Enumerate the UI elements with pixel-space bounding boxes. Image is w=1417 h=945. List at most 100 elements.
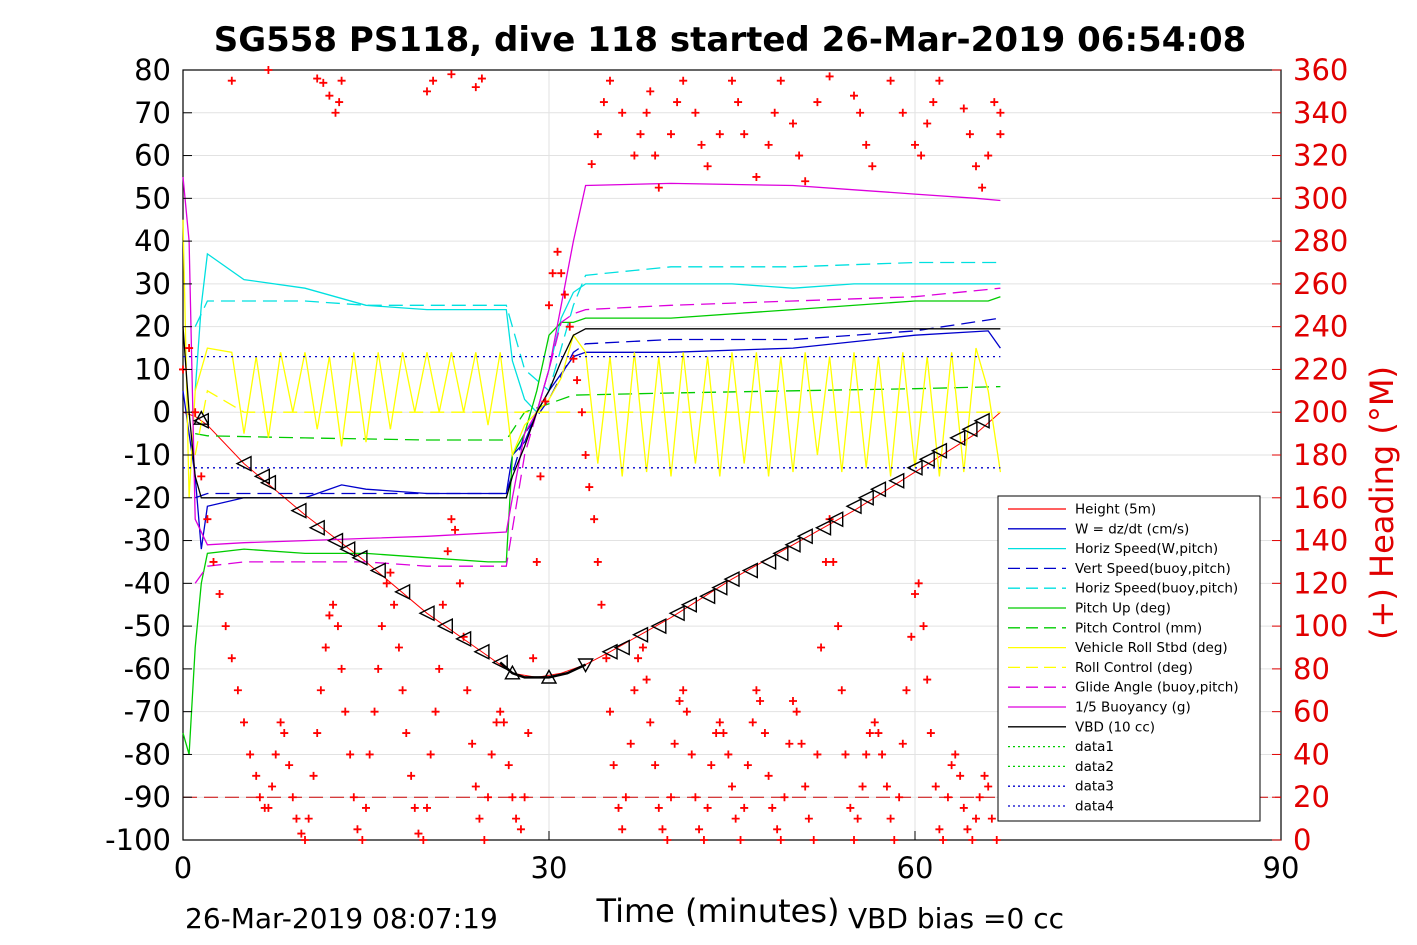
heading-marker-184 [951, 750, 960, 759]
heading-marker-146 [797, 739, 806, 748]
triangle-ascent-0 [601, 643, 618, 660]
heading-marker-135 [752, 686, 761, 695]
heading-marker-211 [606, 76, 614, 85]
heading-marker-239 [856, 108, 865, 117]
heading-marker-180 [935, 825, 944, 834]
y-tick-label-11: -30 [124, 524, 171, 558]
heading-marker-101 [614, 803, 623, 812]
heading-marker-226 [728, 76, 736, 85]
heading-marker-105 [630, 686, 639, 695]
heading-marker-68 [480, 836, 489, 844]
heading-marker-124 [707, 761, 716, 770]
heading-marker-250 [965, 130, 974, 139]
heading-marker-21 [288, 793, 297, 802]
heading-marker-245 [917, 151, 926, 160]
heading-marker-186 [959, 803, 968, 812]
heading-marker-80 [529, 654, 538, 663]
heading-marker-182 [943, 793, 952, 802]
heading-marker-78 [520, 793, 529, 802]
heading-marker-10 [240, 718, 248, 727]
heading-marker-12 [252, 771, 261, 780]
triangle-ascent-2 [631, 626, 649, 643]
heading-marker-123 [703, 803, 712, 812]
heading-marker-191 [980, 771, 989, 780]
x-tick-label-3: 90 [1263, 851, 1300, 885]
heading-marker-61 [451, 525, 460, 534]
heading-marker-166 [878, 750, 887, 759]
heading-marker-152 [821, 557, 830, 566]
triangle-ascent-18 [869, 481, 887, 498]
heading-marker-155 [834, 622, 843, 631]
triangle-descent-9 [369, 562, 386, 579]
heading-marker-31 [329, 600, 338, 609]
heading-marker-210 [599, 98, 608, 107]
triangle-ascent-4 [668, 605, 685, 622]
heading-marker-194 [992, 836, 1001, 844]
x-tick-label-2: 60 [897, 851, 934, 885]
heading-marker-129 [728, 782, 736, 791]
heading-marker-122 [699, 836, 708, 844]
heading-marker-83 [541, 397, 550, 406]
heading-marker-213 [630, 151, 639, 160]
heading-marker-102 [618, 825, 627, 834]
heading-marker-11 [246, 750, 255, 759]
heading-marker-139 [768, 803, 777, 812]
heading-marker-233 [789, 119, 797, 128]
heading-marker-18 [276, 718, 285, 727]
heading-marker-50 [407, 771, 416, 780]
heading-marker-232 [776, 76, 785, 85]
heading-marker-5 [209, 557, 218, 566]
y-tick-label-0: 80 [134, 53, 171, 87]
heading-marker-145 [792, 707, 801, 716]
heading-marker-218 [654, 183, 663, 192]
y-tick-label-16: -80 [124, 737, 171, 771]
legend-label-4: Horiz Speed(buoy,pitch) [1075, 581, 1238, 597]
heading-marker-70 [487, 750, 496, 759]
triangle-ascent-23 [949, 429, 966, 447]
heading-marker-120 [691, 793, 700, 802]
y-tick-label-4: 40 [134, 224, 171, 258]
heading-marker-136 [756, 696, 765, 705]
heading-marker-94 [585, 483, 594, 492]
heading-marker-207 [477, 74, 486, 83]
heading-marker-252 [978, 183, 987, 192]
y2-tick-label-18: 0 [1293, 823, 1311, 857]
heading-marker-53 [419, 836, 428, 844]
series-line-11 [182, 326, 1001, 499]
y2-tick-label-2: 320 [1293, 139, 1348, 173]
heading-marker-100 [609, 761, 618, 770]
y2-tick-label-3: 300 [1293, 181, 1348, 215]
heading-marker-174 [911, 590, 919, 599]
heading-marker-46 [390, 600, 399, 609]
legend-label-2: Horiz Speed(W,pitch) [1075, 541, 1218, 557]
heading-marker-33 [337, 664, 346, 673]
triangle-descent-14 [473, 643, 490, 660]
heading-marker-141 [776, 836, 785, 844]
triangle-ascent-7 [711, 579, 728, 596]
triangle-descent-5 [308, 519, 325, 536]
heading-marker-224 [703, 162, 712, 171]
heading-marker-144 [789, 696, 797, 705]
triangle-ascent-17 [857, 489, 874, 506]
heading-marker-157 [841, 750, 850, 759]
heading-marker-237 [825, 72, 834, 81]
heading-marker-97 [597, 600, 606, 609]
heading-marker-204 [429, 76, 438, 85]
triangle-ascent-12 [784, 536, 801, 553]
heading-marker-234 [795, 151, 804, 160]
heading-marker-119 [687, 750, 696, 759]
heading-marker-110 [651, 761, 660, 770]
heading-marker-193 [987, 814, 996, 823]
legend-label-8: Roll Control (deg) [1075, 660, 1193, 676]
heading-marker-190 [975, 793, 984, 802]
legend: Height (5m) W = dz/dt (cm/s) Horiz Speed(W… [997, 495, 1261, 822]
heading-marker-216 [646, 87, 655, 96]
heading-marker-91 [573, 376, 582, 385]
y2-tick-label-8: 200 [1293, 395, 1348, 429]
y-tick-label-10: -20 [124, 481, 171, 515]
heading-marker-148 [804, 814, 813, 823]
heading-marker-162 [862, 750, 871, 759]
heading-marker-34 [341, 707, 350, 716]
heading-marker-181 [939, 836, 948, 844]
